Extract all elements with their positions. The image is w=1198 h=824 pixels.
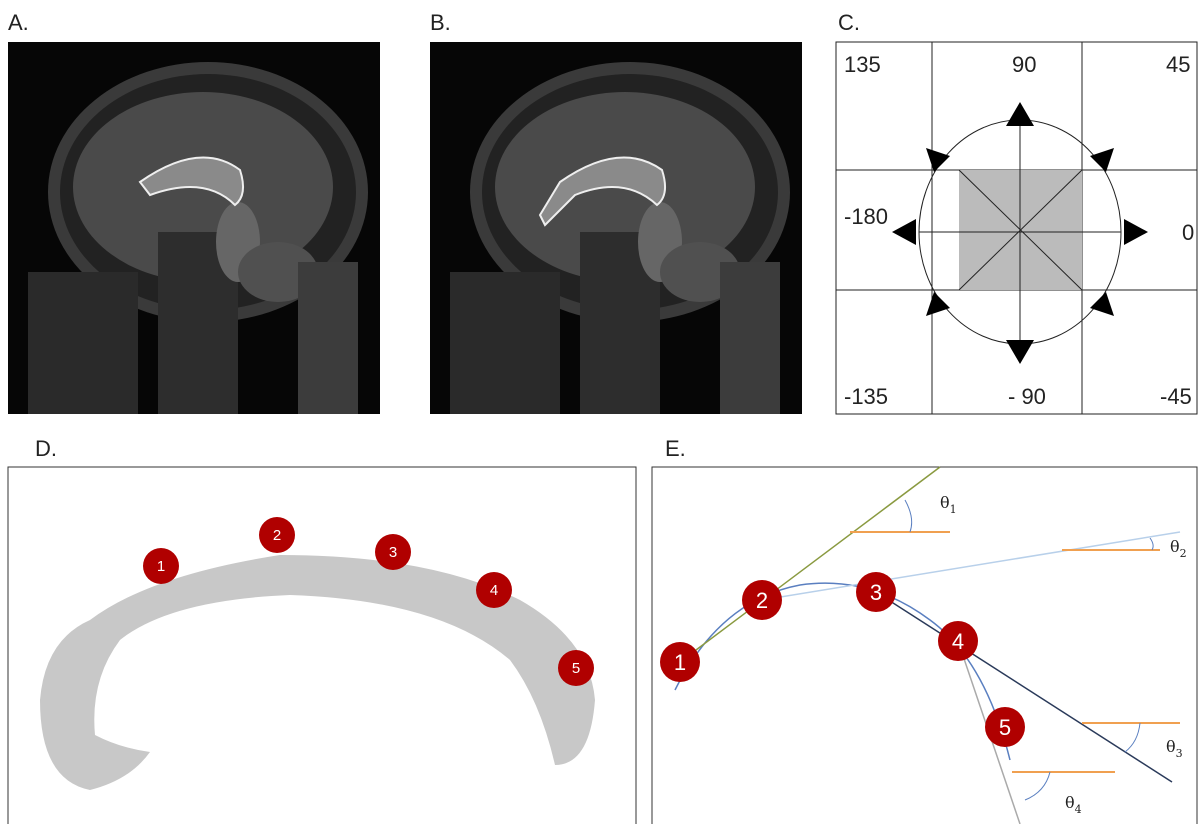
panel-label: E. [665,436,686,461]
point-label: 2 [756,588,768,613]
theta-symbol: θ [940,493,950,512]
point-label: 4 [952,629,964,654]
point-label: 4 [490,582,498,599]
angle-label: 135 [844,52,881,77]
angle-label: 0 [1182,220,1194,245]
mri-image [8,42,380,414]
angle-label: 90 [1012,52,1036,77]
panel-frame [652,467,1197,824]
angle-label: -135 [844,384,888,409]
panel-label: A. [8,10,29,35]
mri-image [430,42,802,414]
theta-subscript: 4 [1075,803,1082,816]
angle-label: -45 [1160,384,1192,409]
point-label: 2 [273,527,281,544]
point-label: 1 [674,650,686,675]
point-label: 5 [572,660,580,677]
panel-label: C. [838,10,860,35]
point-label: 1 [157,558,165,575]
direction-diagram [836,42,1197,414]
panel-label: D. [35,436,57,461]
theta-symbol: θ [1065,793,1075,812]
angle-label: 45 [1166,52,1190,77]
point-label: 5 [999,715,1011,740]
theta-symbol: θ [1166,737,1176,756]
theta-symbol: θ [1170,537,1180,556]
theta-subscript: 2 [1180,547,1187,560]
figure: A. B. C. 135 90 45 -180 0 -135 - 90 -45 … [0,0,1198,824]
angle-label: - 90 [1008,384,1046,409]
angle-label: -180 [844,204,888,229]
point-label: 3 [870,580,882,605]
theta-subscript: 3 [1176,747,1183,760]
point-label: 3 [389,544,397,561]
theta-subscript: 1 [950,503,957,516]
panel-label: B. [430,10,451,35]
